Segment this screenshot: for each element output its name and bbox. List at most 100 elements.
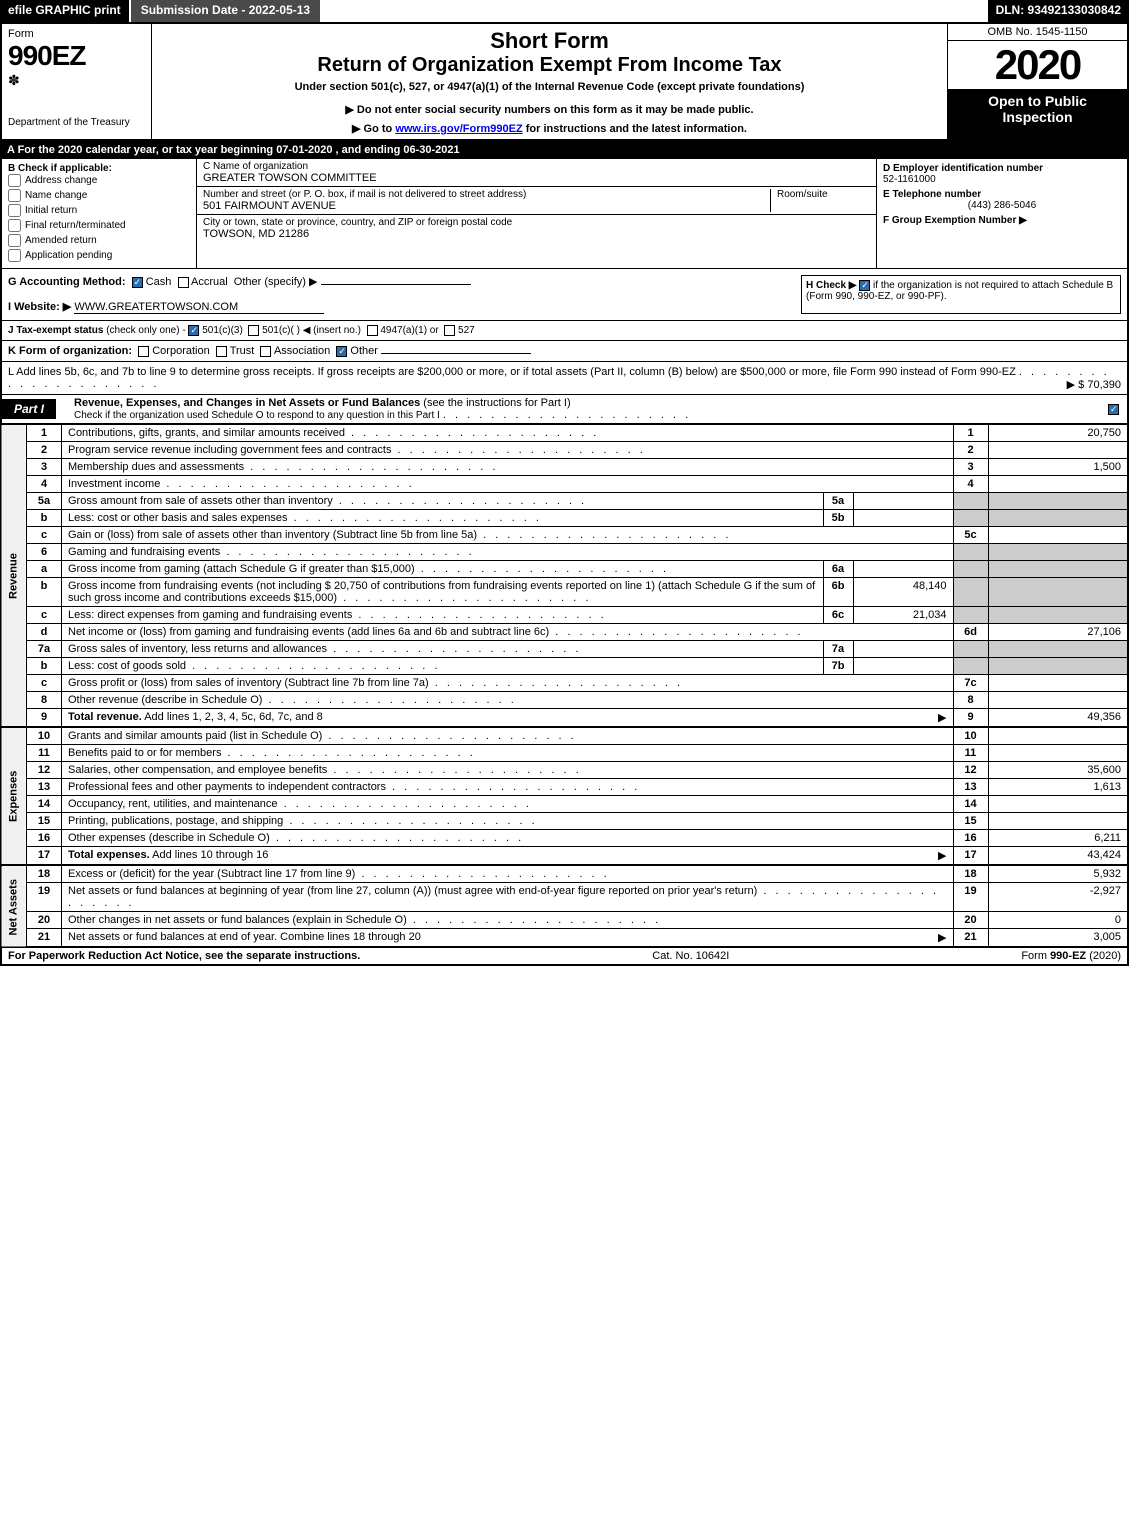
501c-checkbox[interactable]: [248, 325, 259, 336]
section-def: D Employer identification number 52-1161…: [877, 159, 1127, 268]
shaded-cell: [988, 510, 1128, 527]
treasury-label: Department of the Treasury: [8, 117, 145, 128]
checkbox-application-pending[interactable]: Application pending: [8, 249, 190, 262]
line-amount: [988, 728, 1128, 745]
line-description: Benefits paid to or for members: [62, 745, 954, 762]
irs-link[interactable]: www.irs.gov/Form990EZ: [395, 123, 522, 135]
line-number: 14: [27, 796, 62, 813]
sub-line-number: 6c: [823, 607, 853, 624]
submission-date-label: Submission Date - 2022-05-13: [131, 0, 320, 22]
schedule-b-checkbox[interactable]: [859, 280, 870, 291]
line-ref: 10: [953, 728, 988, 745]
sub-line-value: 48,140: [853, 578, 953, 607]
cash-checkbox[interactable]: [132, 277, 143, 288]
schedule-o-checkbox[interactable]: [1108, 404, 1119, 415]
other-org-checkbox[interactable]: [336, 346, 347, 357]
table-row: bGross income from fundraising events (n…: [1, 578, 1128, 607]
other-org-input[interactable]: [381, 353, 531, 354]
line-description: Gross amount from sale of assets other t…: [62, 493, 824, 510]
line-number: d: [27, 624, 62, 641]
table-row: 9Total revenue. Add lines 1, 2, 3, 4, 5c…: [1, 709, 1128, 727]
checkbox-final-return[interactable]: Final return/terminated: [8, 219, 190, 232]
association-checkbox[interactable]: [260, 346, 271, 357]
form-of-org-label: K Form of organization:: [8, 345, 132, 357]
line-amount: 1,613: [988, 779, 1128, 796]
short-form-title: Short Form: [158, 28, 941, 54]
efile-graphic-print-button[interactable]: efile GRAPHIC print: [0, 0, 129, 22]
section-k: K Form of organization: Corporation Trus…: [0, 341, 1129, 362]
form-label: Form: [8, 28, 145, 40]
checkbox-address-change[interactable]: Address change: [8, 174, 190, 187]
line-ref: 11: [953, 745, 988, 762]
header-left: Form 990EZ ✽ Department of the Treasury: [2, 24, 152, 139]
line-number: 16: [27, 830, 62, 847]
line-number: 4: [27, 476, 62, 493]
line-number: c: [27, 607, 62, 624]
line-number: c: [27, 527, 62, 544]
section-bcd: B Check if applicable: Address change Na…: [0, 159, 1129, 269]
shaded-cell: [988, 561, 1128, 578]
line-description: Other revenue (describe in Schedule O): [62, 692, 954, 709]
paperwork-notice: For Paperwork Reduction Act Notice, see …: [8, 950, 360, 962]
4947-checkbox[interactable]: [367, 325, 378, 336]
part-i-label: Part I: [2, 399, 56, 419]
tax-exempt-label: J Tax-exempt status: [8, 325, 103, 336]
other-method-input[interactable]: [321, 284, 471, 285]
line-amount: 35,600: [988, 762, 1128, 779]
expenses-table: Expenses10Grants and similar amounts pai…: [0, 727, 1129, 865]
line-ref: 12: [953, 762, 988, 779]
527-checkbox[interactable]: [444, 325, 455, 336]
street-label: Number and street (or P. O. box, if mail…: [203, 189, 770, 200]
accrual-checkbox[interactable]: [178, 277, 189, 288]
sub-line-number: 6b: [823, 578, 853, 607]
section-j: J Tax-exempt status (check only one) - 5…: [0, 321, 1129, 341]
line-description: Net assets or fund balances at end of ye…: [62, 929, 954, 948]
header-center: Short Form Return of Organization Exempt…: [152, 24, 947, 139]
table-row: 5aGross amount from sale of assets other…: [1, 493, 1128, 510]
line-description: Program service revenue including govern…: [62, 442, 954, 459]
line-number: b: [27, 578, 62, 607]
shaded-cell: [953, 607, 988, 624]
table-row: 20Other changes in net assets or fund ba…: [1, 912, 1128, 929]
part-i-check-text: Check if the organization used Schedule …: [64, 410, 440, 421]
top-bar: efile GRAPHIC print Submission Date - 20…: [0, 0, 1129, 22]
website-value: WWW.GREATERTOWSON.COM: [74, 301, 324, 314]
line-description: Membership dues and assessments: [62, 459, 954, 476]
line-number: 1: [27, 425, 62, 442]
table-row: 11Benefits paid to or for members11: [1, 745, 1128, 762]
table-row: bLess: cost or other basis and sales exp…: [1, 510, 1128, 527]
checkbox-amended-return[interactable]: Amended return: [8, 234, 190, 247]
trust-checkbox[interactable]: [216, 346, 227, 357]
form-ref: Form 990-EZ (2020): [1021, 950, 1121, 962]
line-amount: 27,106: [988, 624, 1128, 641]
sub-line-number: 6a: [823, 561, 853, 578]
line-description: Other changes in net assets or fund bala…: [62, 912, 954, 929]
line-amount: 20,750: [988, 425, 1128, 442]
line-a-tax-year: A For the 2020 calendar year, or tax yea…: [0, 141, 1129, 159]
line-amount: 3,005: [988, 929, 1128, 948]
checkbox-name-change[interactable]: Name change: [8, 189, 190, 202]
line-number: 2: [27, 442, 62, 459]
city-label: City or town, state or province, country…: [203, 217, 870, 228]
sub-line-number: 7a: [823, 641, 853, 658]
501c3-checkbox[interactable]: [188, 325, 199, 336]
form-number: 990EZ: [8, 40, 145, 72]
part-i-subtitle: (see the instructions for Part I): [423, 397, 570, 409]
line-amount: -2,927: [988, 883, 1128, 912]
group-exemption-label: F Group Exemption Number ▶: [883, 215, 1027, 226]
ein-label: D Employer identification number: [883, 163, 1121, 174]
line-ref: 2: [953, 442, 988, 459]
line-number: 3: [27, 459, 62, 476]
table-row: 19Net assets or fund balances at beginni…: [1, 883, 1128, 912]
line-description: Gross profit or (loss) from sales of inv…: [62, 675, 954, 692]
table-row: dNet income or (loss) from gaming and fu…: [1, 624, 1128, 641]
line-number: c: [27, 675, 62, 692]
dln-label: DLN: 93492133030842: [988, 0, 1129, 22]
line-number: 18: [27, 866, 62, 883]
corporation-checkbox[interactable]: [138, 346, 149, 357]
line-description: Investment income: [62, 476, 954, 493]
line-description: Excess or (deficit) for the year (Subtra…: [62, 866, 954, 883]
checkbox-initial-return[interactable]: Initial return: [8, 204, 190, 217]
line-number: 9: [27, 709, 62, 727]
line-amount: [988, 527, 1128, 544]
